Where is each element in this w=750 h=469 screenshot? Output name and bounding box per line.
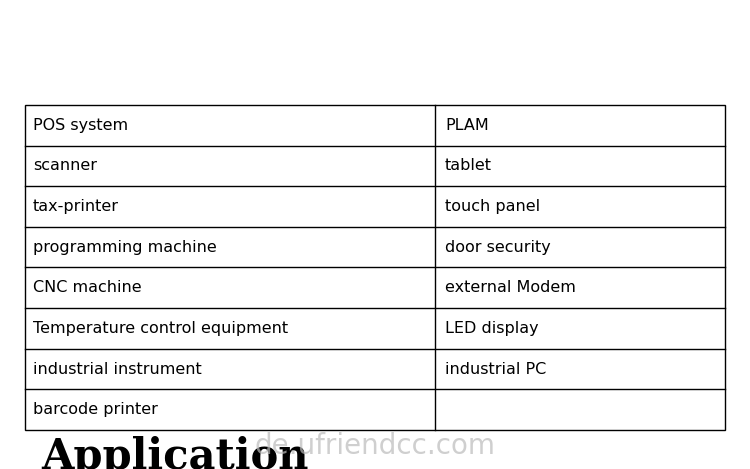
- Text: POS system: POS system: [33, 118, 128, 133]
- Text: CNC machine: CNC machine: [33, 280, 142, 295]
- Text: PLAM: PLAM: [445, 118, 489, 133]
- Text: scanner: scanner: [33, 159, 97, 174]
- Text: touch panel: touch panel: [445, 199, 540, 214]
- Text: door security: door security: [445, 240, 550, 255]
- Text: programming machine: programming machine: [33, 240, 217, 255]
- Text: tax-printer: tax-printer: [33, 199, 119, 214]
- Text: LED display: LED display: [445, 321, 538, 336]
- Bar: [25, 105, 725, 430]
- Text: de.ufriendcc.com: de.ufriendcc.com: [254, 431, 496, 460]
- Text: industrial PC: industrial PC: [445, 362, 546, 377]
- Text: Temperature control equipment: Temperature control equipment: [33, 321, 288, 336]
- Text: external Modem: external Modem: [445, 280, 576, 295]
- Text: industrial instrument: industrial instrument: [33, 362, 202, 377]
- Text: barcode printer: barcode printer: [33, 402, 158, 417]
- Text: Application: Application: [41, 436, 309, 469]
- Text: tablet: tablet: [445, 159, 492, 174]
